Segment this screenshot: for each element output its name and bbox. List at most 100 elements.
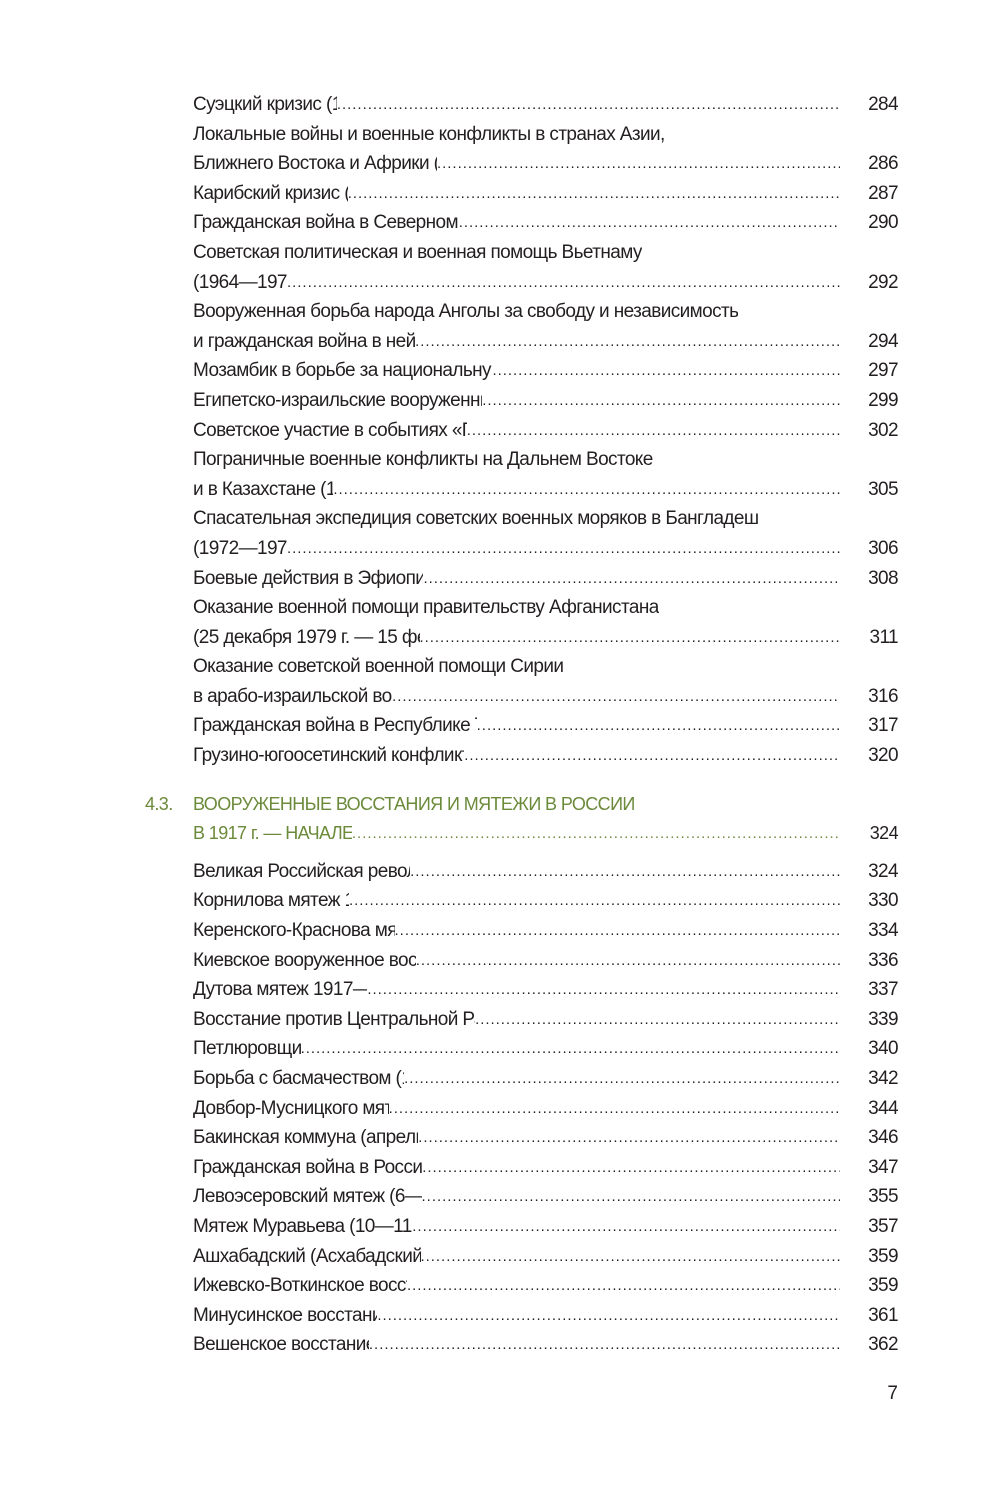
- toc-entry-line: Суэцкий кризис (1956) 284: [193, 90, 899, 120]
- toc-entry-title: Восстание против Центральной Рады 16—26 …: [193, 1008, 475, 1030]
- toc-entry-page: 302: [868, 419, 899, 441]
- dot-leader: [392, 682, 840, 712]
- toc-entry-page: 311: [869, 626, 899, 648]
- toc-entry-line: и гражданская война в ней (1965—1991) 294: [193, 327, 899, 357]
- dot-leader: [477, 711, 840, 741]
- toc-entry-line: Петлюровщина 340: [193, 1034, 899, 1064]
- toc-entry-title: (1964—1975): [193, 271, 287, 293]
- toc-entry[interactable]: Великая Российская революция 1917 г. 324: [193, 857, 899, 887]
- dot-leader: [412, 1212, 840, 1242]
- toc-entry[interactable]: Ижевско-Воткинское восстание 1918 г. 359: [193, 1271, 899, 1301]
- toc-entry[interactable]: Мозамбик в борьбе за национальную незави…: [193, 356, 899, 386]
- toc-entry-title: Египетско-израильские вооруженные конфли…: [193, 389, 482, 411]
- toc-entry[interactable]: Египетско-израильские вооруженные конфли…: [193, 386, 899, 416]
- toc-entry-line: Пограничные военные конфликты на Дальнем…: [193, 445, 898, 475]
- toc-entry[interactable]: Оказание военной помощи правительству Аф…: [193, 593, 899, 653]
- toc-entry[interactable]: Пограничные военные конфликты на Дальнем…: [193, 445, 899, 505]
- toc-entry-line: Боевые действия в Эфиопии (1977—1979) 308: [193, 564, 899, 594]
- toc-entry[interactable]: Киевское вооруженное восстание 1917 г. 33…: [193, 946, 899, 976]
- dot-leader: [415, 327, 840, 357]
- toc-entry-line: Спасательная экспедиция советских военны…: [193, 504, 898, 534]
- toc-entry[interactable]: Минусинское восстание 1918 г. 361: [193, 1301, 899, 1331]
- dot-leader: [437, 149, 840, 179]
- toc-entry-line: Гражданская война в Северном Йемене (196…: [193, 208, 899, 238]
- toc-entry[interactable]: Ашхабадский (Асхабадский) мятеж 1918 г. 3…: [193, 1242, 899, 1272]
- toc-entry[interactable]: Бакинская коммуна (апрель-июль 1918 г.) 3…: [193, 1123, 899, 1153]
- toc-entry-title: Боевые действия в Эфиопии (1977—1979): [193, 567, 424, 589]
- toc-entry-title: Дутова мятеж 1917—1918 гг.: [193, 979, 367, 1001]
- toc-entry[interactable]: Грузино-югоосетинский конфликт (8—12 авг…: [193, 741, 899, 771]
- toc-entry-title: Суэцкий кризис (1956): [193, 94, 337, 115]
- entries-before: Суэцкий кризис (1956) 284 Локальные войны …: [193, 90, 899, 771]
- toc-entry-title: Оказание военной помощи правительству Аф…: [193, 597, 659, 619]
- toc-entry-line: Советское участие в событиях «Пражской в…: [193, 416, 899, 446]
- toc-entry-title: Петлюровщина: [193, 1038, 301, 1060]
- toc-entry-title: и в Казахстане (1969): [193, 478, 334, 500]
- table-of-contents: Суэцкий кризис (1956) 284 Локальные войны …: [145, 90, 899, 1360]
- toc-entry-title: Ашхабадский (Асхабадский) мятеж 1918 г.: [193, 1245, 421, 1267]
- toc-entry-page: 316: [868, 685, 899, 707]
- toc-entry-line: Гражданская война в Республике Таджикист…: [193, 711, 899, 741]
- toc-entry-line: Локальные войны и военные конфликты в ст…: [193, 120, 898, 150]
- toc-entry[interactable]: Гражданская война в Северном Йемене (196…: [193, 208, 899, 238]
- toc-entry-line: Советская политическая и военная помощь …: [193, 238, 898, 268]
- toc-entry-line: Вооруженная борьба народа Анголы за своб…: [193, 297, 898, 327]
- toc-entry-title: Грузино-югоосетинский конфликт (8—12 авг…: [193, 745, 465, 767]
- toc-entry-title: и гражданская война в ней (1965—1991): [193, 330, 416, 352]
- toc-entry-page: 305: [868, 478, 899, 500]
- toc-entry-title: Спасательная экспедиция советских военны…: [193, 508, 759, 530]
- section-page: 324: [869, 823, 899, 844]
- toc-entry[interactable]: Дутова мятеж 1917—1918 гг. 337: [193, 975, 899, 1005]
- toc-entry-title: Оказание советской военной помощи Сирии: [193, 656, 564, 678]
- toc-entry[interactable]: Гражданская война в Республике Таджикист…: [193, 711, 899, 741]
- toc-entry[interactable]: Левоэсеровский мятеж (6—7 июля 1918 г.) 3…: [193, 1182, 899, 1212]
- toc-entry-page: 324: [868, 860, 899, 882]
- toc-entry-title: Великая Российская революция 1917 г.: [193, 860, 410, 882]
- toc-entry[interactable]: Керенского-Краснова мятеж 1917 г. 334: [193, 916, 899, 946]
- toc-entry-line: Бакинская коммуна (апрель-июль 1918 г.) 3…: [193, 1123, 899, 1153]
- toc-entry[interactable]: Советское участие в событиях «Пражской в…: [193, 416, 899, 446]
- toc-entry-title: Советская политическая и военная помощь …: [193, 241, 642, 263]
- toc-entry[interactable]: Довбор-Мусницкого мятеж 1918 г. 344: [193, 1094, 899, 1124]
- toc-entry[interactable]: Вешенское восстание 1919 г. 362: [193, 1330, 899, 1360]
- toc-entry[interactable]: Гражданская война в России (1918—1920) 34…: [193, 1153, 899, 1183]
- toc-entry[interactable]: Вооруженная борьба народа Анголы за своб…: [193, 297, 899, 357]
- toc-entry-line: Грузино-югоосетинский конфликт (8—12 авг…: [193, 741, 899, 771]
- page-number: 7: [887, 1383, 898, 1404]
- toc-entry-title: Бакинская коммуна (апрель-июль 1918 г.): [193, 1127, 418, 1149]
- section-number: 4.3.: [145, 793, 173, 814]
- toc-entry[interactable]: Оказание советской военной помощи Сирии в…: [193, 652, 899, 712]
- toc-entry[interactable]: Спасательная экспедиция советских военны…: [193, 504, 899, 563]
- toc-entry[interactable]: Борьба с басмачеством (1917—1933) 342: [193, 1064, 899, 1094]
- toc-entry-line: и в Казахстане (1969) 305: [193, 475, 899, 505]
- toc-entry[interactable]: Корнилова мятеж 1917 г. 330: [193, 886, 899, 916]
- toc-entry-line: Восстание против Центральной Рады 16—26 …: [193, 1005, 899, 1035]
- toc-entry[interactable]: Суэцкий кризис (1956) 284: [193, 90, 899, 120]
- toc-entry[interactable]: Петлюровщина 340: [193, 1034, 899, 1064]
- section-heading[interactable]: 4.3. ВООРУЖЕННЫЕ ВОССТАНИЯ И МЯТЕЖИ В РО…: [145, 790, 899, 849]
- toc-entry-page: 347: [868, 1156, 899, 1178]
- toc-entry[interactable]: Карибский кризис (1962) 287: [193, 179, 899, 209]
- toc-entry-page: 359: [868, 1275, 899, 1297]
- toc-entry-page: 284: [868, 94, 899, 115]
- toc-entry-page: 308: [868, 567, 899, 589]
- dot-leader: [464, 741, 840, 771]
- toc-entry-line: Борьба с басмачеством (1917—1933) 342: [193, 1064, 899, 1094]
- toc-entry[interactable]: Советская политическая и военная помощь …: [193, 238, 899, 297]
- dot-leader: [420, 623, 840, 653]
- dot-leader: [418, 1123, 840, 1153]
- toc-entry-line: Египетско-израильские вооруженные конфли…: [193, 386, 899, 416]
- dot-leader: [377, 1301, 840, 1331]
- toc-entry[interactable]: Боевые действия в Эфиопии (1977—1979) 308: [193, 564, 899, 594]
- dot-leader: [421, 1242, 840, 1272]
- toc-entry-title: Киевское вооруженное восстание 1917 г.: [193, 949, 416, 971]
- toc-entry-page: 337: [868, 979, 899, 1001]
- toc-entry[interactable]: Восстание против Центральной Рады 16—26 …: [193, 1005, 899, 1035]
- toc-entry[interactable]: Локальные войны и военные конфликты в ст…: [193, 120, 899, 179]
- toc-entry-page: 297: [868, 360, 899, 382]
- toc-entry-title: Гражданская война в Северном Йемене (196…: [193, 212, 459, 234]
- toc-entry-page: 290: [868, 212, 899, 234]
- toc-entry-page: 361: [868, 1304, 899, 1326]
- toc-entry-page: 340: [868, 1038, 899, 1060]
- toc-entry[interactable]: Мятеж Муравьева (10—11 июля 1918 г.) 357: [193, 1212, 899, 1242]
